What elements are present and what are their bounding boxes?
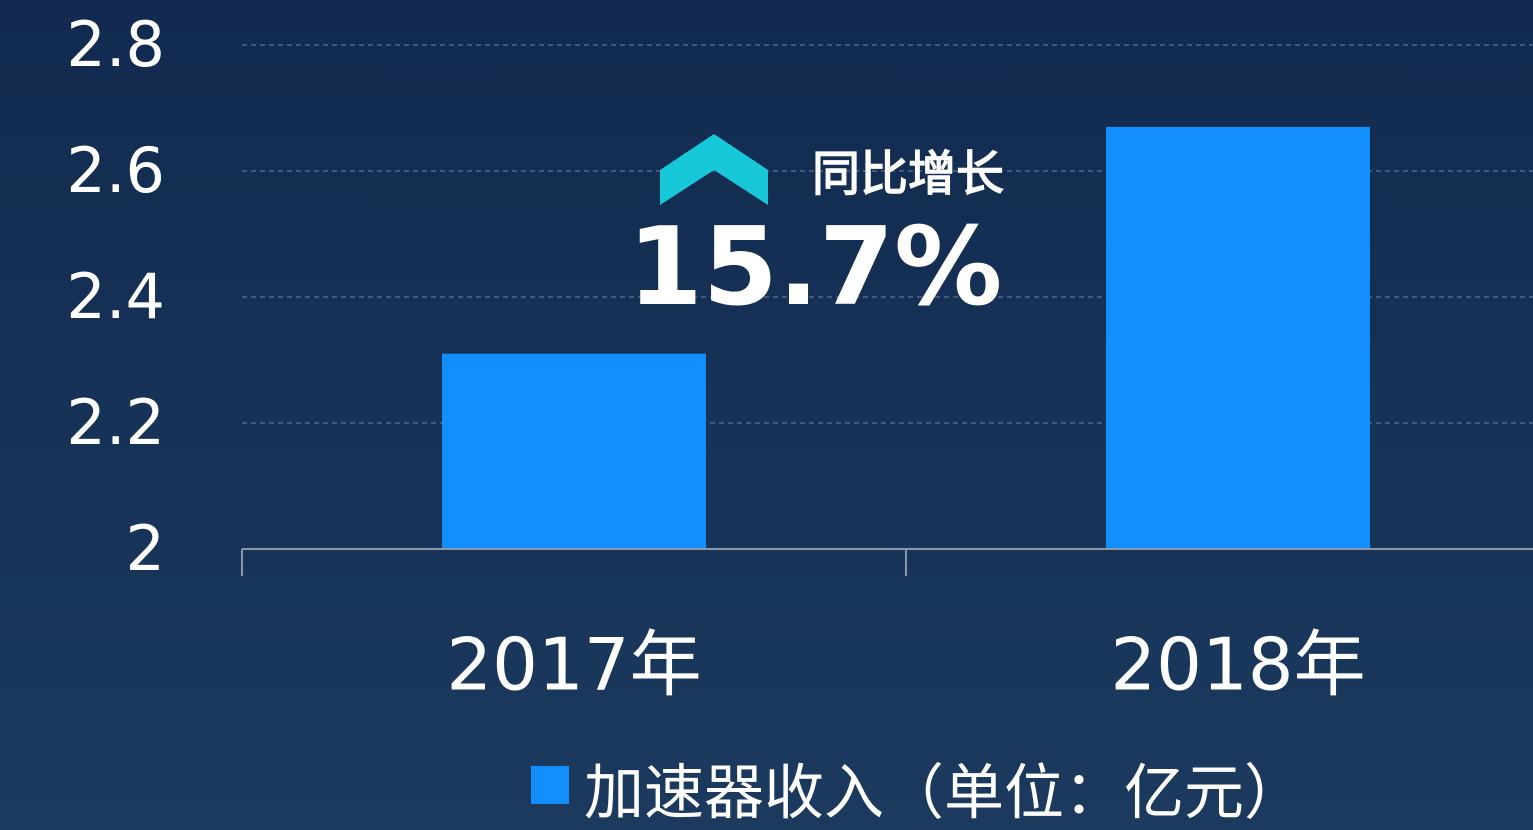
y-tick-label: 2.4 — [66, 260, 165, 333]
y-tick-label: 2.2 — [66, 386, 165, 459]
legend-label: 加速器收入（单位：亿元） — [584, 759, 1304, 829]
bar — [442, 353, 706, 549]
x-tick-label: 2018年 — [1110, 623, 1365, 707]
x-tick-label: 2017年 — [446, 623, 701, 707]
annotation-value: 15.7% — [628, 205, 1003, 330]
annotation-label: 同比增长 — [812, 146, 1004, 202]
y-tick-label: 2.8 — [66, 8, 165, 81]
bar — [1106, 126, 1370, 550]
marks — [442, 126, 1370, 550]
legend-swatch — [531, 766, 569, 804]
up-chevron — [660, 134, 768, 205]
y-tick-label: 2.6 — [66, 134, 165, 207]
y-tick-label: 2 — [126, 512, 165, 585]
